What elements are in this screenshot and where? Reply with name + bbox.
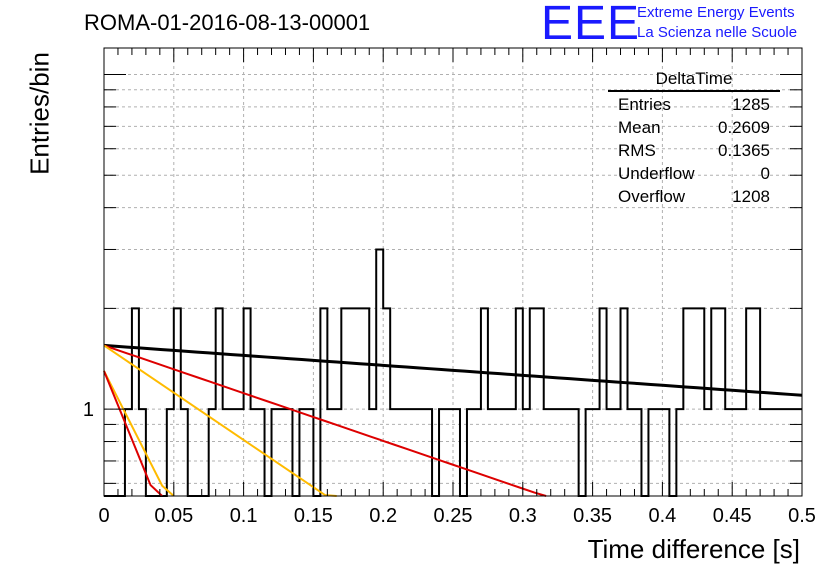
y-axis-label: Entries/bin: [24, 52, 55, 175]
histogram-bin: [530, 308, 537, 496]
stats-label: Entries: [618, 95, 671, 114]
plot-frame: [103, 47, 803, 497]
stats-label: RMS: [618, 141, 656, 160]
histogram-bin: [244, 308, 251, 496]
histogram-bin: [132, 308, 139, 496]
stats-box: DeltaTime Entries 1285 Mean 0.2609 RMS 0…: [608, 68, 780, 208]
fit-curves: [103, 343, 803, 497]
stats-value: 1208: [732, 187, 770, 206]
histogram-bin: [216, 308, 223, 496]
stats-label: Underflow: [618, 164, 695, 183]
fit-curve: [103, 370, 163, 497]
x-tick-label: 0.15: [294, 505, 333, 527]
stats-name: DeltaTime: [655, 69, 733, 88]
stats-row-entries: Entries 1285: [608, 93, 780, 116]
histogram-bin: [516, 308, 523, 496]
x-tick-label: 0.45: [713, 505, 752, 527]
stats-row-rms: RMS 0.1365: [608, 139, 780, 162]
y-tick-label: 1: [83, 399, 94, 421]
x-tick-label: 0.35: [573, 505, 612, 527]
histogram-bin: [746, 308, 753, 496]
stats-divider: [608, 90, 780, 92]
histogram-bin: [355, 308, 362, 496]
histogram-bin: [600, 308, 607, 496]
stats-label: Overflow: [618, 187, 686, 206]
stats-row-overflow: Overflow 1208: [608, 185, 780, 208]
histogram-bin: [690, 308, 697, 496]
fit-curve: [103, 344, 547, 497]
stats-value: 0.2609: [718, 118, 770, 137]
histogram-bin: [376, 249, 383, 496]
x-tick-label: 0.3: [509, 505, 537, 527]
stats-row-underflow: Underflow 0: [608, 162, 780, 185]
stats-value: 0.1365: [718, 141, 770, 160]
stats-row-mean: Mean 0.2609: [608, 116, 780, 139]
histogram-bin: [348, 308, 355, 496]
x-tick-label: 0.25: [434, 505, 473, 527]
histogram-bin: [174, 308, 181, 496]
histogram-bin: [711, 308, 718, 496]
histogram-bin: [481, 308, 488, 496]
x-tick-label: 0.1: [230, 505, 258, 527]
eee-logo: EEE: [541, 0, 641, 50]
histogram-bin: [621, 308, 628, 496]
histogram-bin: [362, 308, 369, 496]
histogram-bin: [320, 308, 327, 496]
x-tick-label: 0.5: [788, 505, 816, 527]
histogram-bin: [341, 308, 348, 496]
histogram-bin: [683, 308, 690, 496]
histogram-bin: [697, 308, 704, 496]
fit-curve: [103, 343, 803, 397]
axes: 0 0.05 0.1 0.15 0.2 0.25 0.3 0.35 0.4 0.45 0.5 1: [83, 47, 816, 527]
stats-value: 1285: [732, 95, 770, 114]
plot-title: ROMA-01-2016-08-13-00001: [84, 10, 371, 35]
x-axis-label: Time difference [s]: [587, 534, 800, 564]
logo-subtitle-2: La Scienza nelle Scuole: [637, 24, 798, 41]
fit-curve: [103, 344, 337, 497]
x-tick-label: 0.4: [648, 505, 676, 527]
fit-curve: [103, 370, 175, 497]
histogram-bin: [753, 308, 760, 496]
histogram-bin: [537, 308, 544, 496]
logo-subtitle-1: Extreme Energy Events: [637, 4, 795, 21]
x-tick-label: 0.05: [154, 505, 193, 527]
x-tick-label: 0.2: [369, 505, 397, 527]
histogram-bin: [383, 308, 390, 496]
histogram-bin: [718, 308, 725, 496]
stats-label: Mean: [618, 118, 661, 137]
x-tick-label: 0: [98, 505, 109, 527]
stats-value: 0: [760, 164, 770, 183]
